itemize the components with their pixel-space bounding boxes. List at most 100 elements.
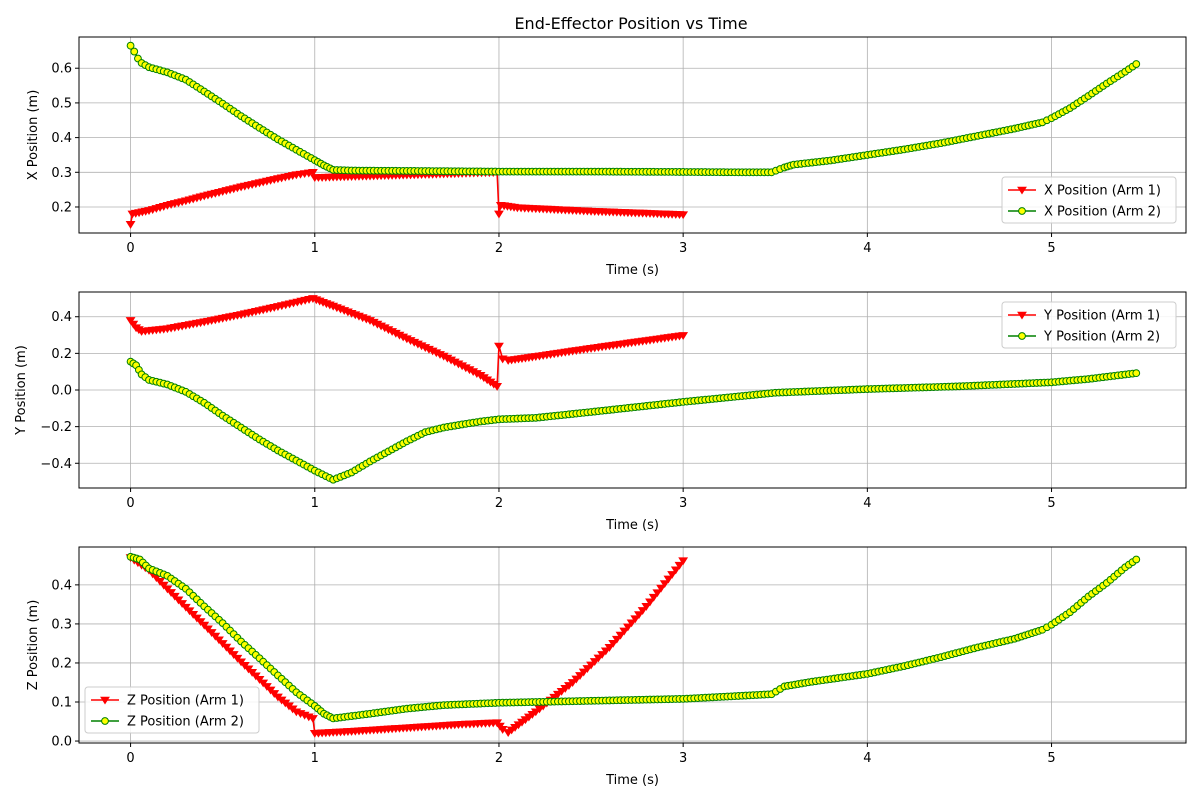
data-point (126, 41, 135, 50)
legend-label: Z Position (Arm 2) (127, 715, 244, 730)
data-point (593, 654, 604, 663)
data-point (494, 342, 504, 351)
subplot-3: 0 1 2 3 4 5 0.0 0.1 0.2 0.3 0.4 Time (s) Z Position … (26, 546, 1187, 788)
data-point (619, 627, 630, 636)
legend-marker (1017, 186, 1027, 195)
data-point (125, 221, 136, 229)
y-tick-label: 0.0 (51, 735, 72, 750)
data-point (597, 651, 608, 659)
legend-label: Y Position (Arm 1) (1043, 309, 1160, 324)
legend: Y Position (Arm 1) Y Position (Arm 2) (1001, 301, 1177, 349)
y-tick-label: 0.4 (51, 310, 72, 325)
axes-frame (78, 546, 1187, 744)
legend: Z Position (Arm 1) Z Position (Arm 2) (84, 686, 260, 734)
legend-label: X Position (Arm 2) (1044, 205, 1161, 220)
data-point (641, 603, 652, 611)
x-tick-label: 4 (863, 241, 871, 256)
data-point (494, 210, 504, 219)
x-tick-label: 3 (679, 496, 687, 511)
data-point (615, 631, 626, 640)
x-axis-label: Time (s) (605, 263, 659, 278)
data-point (158, 581, 169, 590)
x-tick-label: 0 (126, 751, 134, 766)
x-tick-label: 0 (126, 496, 134, 511)
x-tick-label: 1 (311, 241, 319, 256)
data-point (567, 679, 578, 688)
legend-box (1001, 176, 1177, 224)
y-tick-label: 0.5 (51, 96, 72, 111)
y-tick-label: 0.1 (51, 696, 72, 711)
data-point (670, 566, 681, 575)
y-tick-label: −0.4 (40, 457, 72, 472)
data-point (674, 561, 685, 570)
data-point (582, 665, 593, 673)
data-point (1132, 555, 1141, 564)
x-tick-label: 1 (311, 751, 319, 766)
series-2 (126, 41, 1141, 177)
y-tick-label: 0.2 (51, 200, 72, 215)
legend-marker (100, 696, 110, 705)
data-point (648, 593, 659, 602)
chart-title: End-Effector Position vs Time (514, 14, 747, 33)
x-tick-label: 2 (495, 751, 503, 766)
x-tick-label: 0 (126, 241, 134, 256)
y-tick-label: 0.4 (51, 578, 72, 593)
subplot-panels: 0 1 2 3 4 5 0.2 0.3 0.4 0.5 0.6 Time (s) X Position … (14, 36, 1187, 788)
y-tick-label: 0.2 (51, 656, 72, 671)
data-point (571, 675, 582, 684)
legend-marker (1017, 311, 1027, 320)
data-point (645, 598, 655, 607)
data-point (611, 635, 622, 644)
legend-label: Z Position (Arm 1) (127, 694, 244, 709)
data-point (492, 383, 503, 391)
x-tick-label: 2 (495, 241, 503, 256)
data-point (652, 589, 663, 598)
data-point (656, 584, 666, 593)
data-point (130, 47, 139, 56)
x-axis-label: Time (s) (605, 518, 659, 533)
y-axis-label: Y Position (m) (14, 345, 29, 436)
data-point (600, 647, 611, 656)
series-line (129, 45, 1137, 174)
data-point (622, 623, 633, 632)
legend-label: X Position (Arm 1) (1044, 184, 1161, 199)
series-2 (126, 552, 1141, 723)
data-point (634, 611, 644, 620)
data-point (308, 715, 318, 723)
data-point (155, 577, 165, 586)
data-point (637, 607, 648, 615)
y-tick-label: 0.6 (51, 62, 72, 77)
x-tick-label: 4 (863, 496, 871, 511)
data-point (1132, 369, 1141, 378)
subplot-1: 0 1 2 3 4 5 0.2 0.3 0.4 0.5 0.6 Time (s) X Position … (26, 36, 1187, 278)
data-point (678, 557, 689, 566)
series-1 (125, 168, 689, 229)
x-axis-label: Time (s) (605, 773, 659, 788)
data-point (663, 575, 674, 584)
y-axis-label: Z Position (m) (26, 600, 41, 691)
y-tick-label: 0.2 (51, 347, 72, 362)
x-tick-label: 1 (311, 496, 319, 511)
data-point (1132, 60, 1141, 68)
data-point (678, 332, 689, 340)
x-tick-label: 2 (495, 496, 503, 511)
data-point (308, 168, 318, 177)
x-tick-label: 3 (679, 751, 687, 766)
data-point (604, 644, 615, 652)
legend-box (1001, 301, 1177, 349)
y-tick-label: 0.3 (51, 166, 72, 181)
y-tick-label: 0.0 (51, 384, 72, 399)
y-axis-label: X Position (m) (26, 90, 41, 181)
series-1 (125, 295, 689, 391)
x-tick-label: 3 (679, 241, 687, 256)
y-tick-label: −0.2 (40, 420, 72, 435)
legend-marker (1018, 332, 1026, 340)
data-point (667, 571, 678, 579)
legend-marker (1018, 207, 1026, 215)
legend-marker (101, 717, 109, 725)
series-line (129, 171, 684, 225)
y-tick-label: 0.4 (51, 131, 72, 146)
y-tick-label: 0.3 (51, 617, 72, 632)
data-point (678, 211, 689, 220)
x-tick-label: 4 (863, 751, 871, 766)
